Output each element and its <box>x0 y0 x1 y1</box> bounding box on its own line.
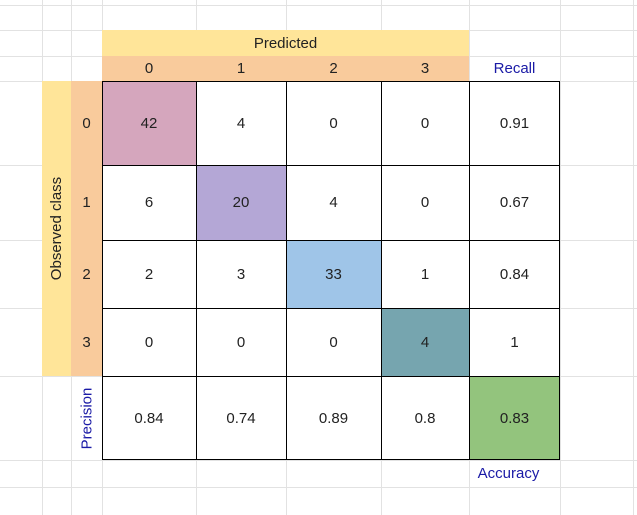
recall-cell-2: 0.84 <box>469 240 560 308</box>
cell-value: 3 <box>236 265 246 283</box>
recall-header-label: Recall <box>493 60 536 77</box>
precision-cell-3: 0.8 <box>381 376 469 460</box>
col-header-2: 2 <box>286 56 381 81</box>
matrix-cell-0-0: 42 <box>102 81 196 165</box>
recall-cell-3: 1 <box>469 308 560 376</box>
matrix-cell-1-0: 6 <box>102 165 196 240</box>
matrix-cell-2-0: 2 <box>102 240 196 308</box>
row-header-label: 2 <box>82 265 91 283</box>
row-header-2: 2 <box>71 240 102 308</box>
col-header-label: 0 <box>144 60 154 77</box>
precision-header: Precision <box>71 376 102 460</box>
matrix-cell-2-3: 1 <box>381 240 469 308</box>
recall-value: 0.67 <box>499 194 530 211</box>
accuracy-header-label: Accuracy <box>477 465 540 482</box>
precision-cell-1: 0.74 <box>196 376 286 460</box>
col-header-0: 0 <box>102 56 196 81</box>
row-header-1: 1 <box>71 165 102 240</box>
recall-value: 0.84 <box>499 265 530 283</box>
cell-value: 4 <box>236 114 246 132</box>
matrix-cell-0-1: 4 <box>196 81 286 165</box>
recall-cell-1: 0.67 <box>469 165 560 240</box>
precision-value: 0.8 <box>414 409 436 427</box>
cell-value: 6 <box>144 194 154 211</box>
cell-value: 4 <box>420 333 430 351</box>
row-header-label: 1 <box>82 194 91 211</box>
recall-header: Recall <box>469 56 560 81</box>
matrix-cell-3-0: 0 <box>102 308 196 376</box>
precision-header-label: Precision <box>78 387 96 449</box>
predicted-header: Predicted <box>102 30 469 56</box>
observed-class-label: Observed class <box>48 176 65 281</box>
predicted-header-label: Predicted <box>253 34 318 52</box>
accuracy-cell: 0.83 <box>469 376 560 460</box>
matrix-cell-0-3: 0 <box>381 81 469 165</box>
matrix-cell-3-2: 0 <box>286 308 381 376</box>
matrix-cell-0-2: 0 <box>286 81 381 165</box>
cell-value: 1 <box>420 265 430 283</box>
matrix-cell-2-2: 33 <box>286 240 381 308</box>
row-header-label: 3 <box>82 333 91 351</box>
col-header-3: 3 <box>381 56 469 81</box>
precision-value: 0.84 <box>134 409 164 427</box>
row-header-0: 0 <box>71 81 102 165</box>
matrix-cell-3-1: 0 <box>196 308 286 376</box>
matrix-cell-1-1: 20 <box>196 165 286 240</box>
col-header-label: 3 <box>420 60 430 77</box>
matrix-cell-3-3: 4 <box>381 308 469 376</box>
recall-value: 1 <box>510 333 519 351</box>
row-header-3: 3 <box>71 308 102 376</box>
precision-cell-0: 0.84 <box>102 376 196 460</box>
matrix-cell-1-3: 0 <box>381 165 469 240</box>
cell-value: 42 <box>140 114 158 132</box>
accuracy-value: 0.83 <box>499 409 530 427</box>
observed-class-header: Observed class <box>42 81 71 376</box>
cell-value: 0 <box>329 333 338 351</box>
cell-value: 2 <box>144 265 154 283</box>
row-header-label: 0 <box>82 114 91 132</box>
cell-value: 0 <box>236 333 246 351</box>
precision-value: 0.74 <box>226 409 256 427</box>
recall-cell-0: 0.91 <box>469 81 560 165</box>
accuracy-header: Accuracy <box>469 460 548 487</box>
col-header-label: 1 <box>236 60 246 77</box>
col-header-1: 1 <box>196 56 286 81</box>
cell-value: 4 <box>329 194 338 211</box>
precision-cell-2: 0.89 <box>286 376 381 460</box>
precision-value: 0.89 <box>318 409 349 427</box>
matrix-cell-2-1: 3 <box>196 240 286 308</box>
recall-value: 0.91 <box>499 114 530 132</box>
col-header-label: 2 <box>329 60 338 77</box>
cell-value: 33 <box>325 265 342 283</box>
cell-value: 0 <box>144 333 154 351</box>
cell-value: 0 <box>420 114 430 132</box>
cell-value: 0 <box>420 194 430 211</box>
cell-value: 0 <box>329 114 338 132</box>
cell-value: 20 <box>232 194 250 211</box>
matrix-cell-1-2: 4 <box>286 165 381 240</box>
